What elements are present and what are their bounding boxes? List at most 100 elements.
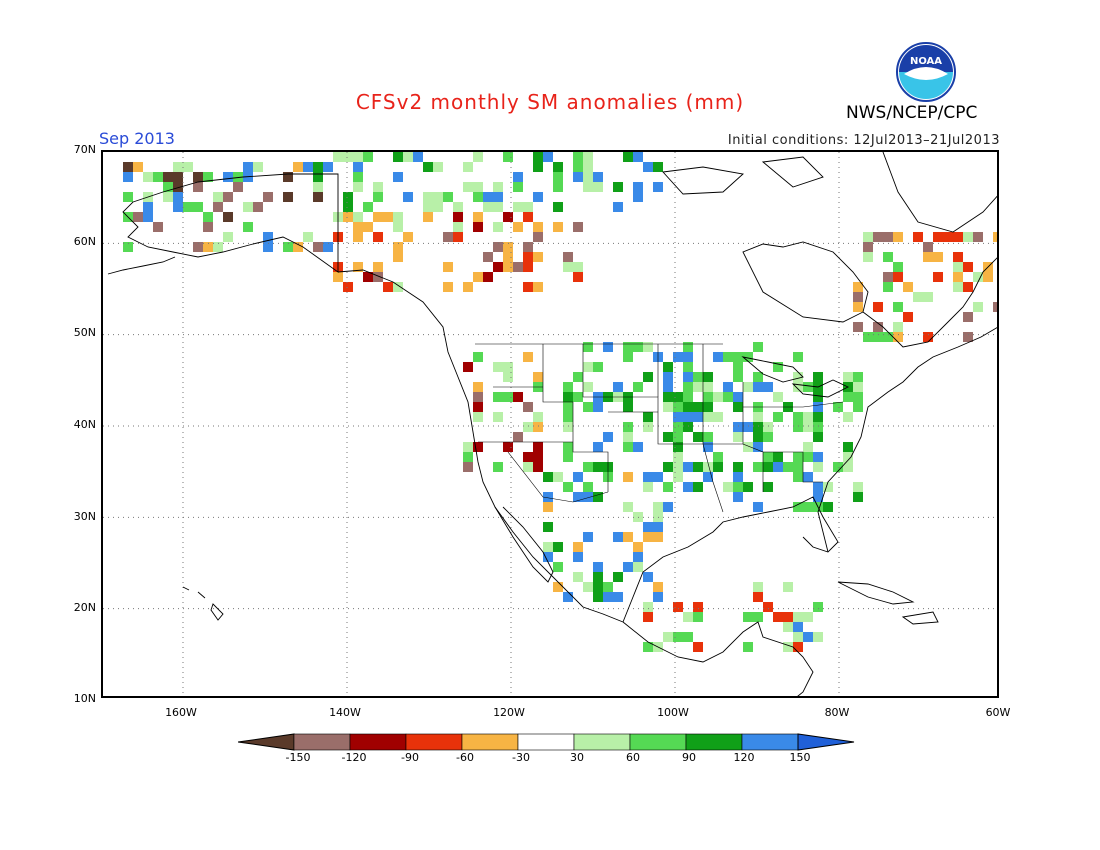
anomaly-cell [973, 272, 983, 282]
anomaly-cell [663, 432, 673, 442]
anomaly-cell [813, 482, 823, 492]
anomaly-cell [223, 212, 233, 222]
anomaly-cell [563, 402, 573, 412]
anomaly-cell [483, 192, 493, 202]
anomaly-cell [373, 182, 383, 192]
anomaly-cell [293, 162, 303, 172]
colorbar-label: -30 [512, 751, 530, 764]
anomaly-cell [343, 192, 353, 202]
anomaly-cell [523, 252, 533, 262]
anomaly-cell [533, 422, 543, 432]
anomaly-cell [813, 372, 823, 382]
anomaly-cell [793, 372, 803, 382]
anomaly-cell [763, 462, 773, 472]
anomaly-cell [173, 182, 183, 192]
anomaly-cell [533, 462, 543, 472]
anomaly-cell [623, 352, 633, 362]
colorbar-arrow-right [797, 733, 855, 751]
map-panel [101, 150, 999, 698]
svg-text:NOAA: NOAA [910, 56, 942, 67]
lon-label: 160W [165, 706, 197, 719]
anomaly-cell [363, 222, 373, 232]
anomaly-cell [703, 432, 713, 442]
anomaly-cell [263, 232, 273, 242]
anomaly-cell [933, 252, 943, 262]
anomaly-cell [733, 482, 743, 492]
anomaly-cell [393, 152, 403, 162]
colorbar-segment [629, 733, 687, 751]
anomaly-cell [813, 462, 823, 472]
lon-label: 120W [493, 706, 525, 719]
lat-label: 30N [73, 510, 96, 523]
anomaly-cell [483, 202, 493, 212]
lat-label: 60N [73, 235, 96, 248]
anomaly-cell [303, 232, 313, 242]
anomaly-cell [733, 472, 743, 482]
anomaly-cell [653, 592, 663, 602]
anomaly-cell [893, 322, 903, 332]
map-canvas [103, 152, 997, 696]
anomaly-cell [673, 412, 683, 422]
anomaly-cell [523, 462, 533, 472]
anomaly-cell [793, 622, 803, 632]
anomaly-cell [523, 352, 533, 362]
colorbar-segment [293, 733, 351, 751]
anomaly-cell [373, 212, 383, 222]
anomaly-cell [153, 172, 163, 182]
anomaly-cell [423, 162, 433, 172]
anomaly-cell [683, 352, 693, 362]
anomaly-cell [673, 462, 683, 472]
anomaly-cell [613, 592, 623, 602]
anomaly-cell [533, 192, 543, 202]
anomaly-cell [923, 242, 933, 252]
anomaly-cell [453, 232, 463, 242]
anomaly-cell [843, 372, 853, 382]
anomaly-cell [913, 232, 923, 242]
anomaly-cell [203, 212, 213, 222]
anomaly-cell [813, 632, 823, 642]
anomaly-cell [693, 612, 703, 622]
lon-label: 80W [824, 706, 850, 719]
anomaly-cell [673, 352, 683, 362]
anomaly-cell [493, 242, 503, 252]
lat-label: 50N [73, 326, 96, 339]
anomaly-cell [733, 422, 743, 432]
anomaly-cell [163, 182, 173, 192]
anomaly-cell [583, 532, 593, 542]
anomaly-cell [763, 452, 773, 462]
anomaly-cell [633, 182, 643, 192]
anomaly-cell [573, 552, 583, 562]
colorbar-arrow-left [238, 733, 295, 751]
anomaly-cell [473, 192, 483, 202]
anomaly-cell [513, 182, 523, 192]
anomaly-cell [383, 282, 393, 292]
colorbar-segment [741, 733, 799, 751]
anomaly-cell [263, 242, 273, 252]
anomaly-cell [553, 222, 563, 232]
anomaly-cell [363, 202, 373, 212]
anomaly-cell [553, 182, 563, 192]
anomaly-cell [213, 202, 223, 212]
anomaly-cell [473, 212, 483, 222]
anomaly-cell [533, 222, 543, 232]
anomaly-cell [653, 532, 663, 542]
anomaly-cell [693, 462, 703, 472]
anomaly-cell [393, 282, 403, 292]
anomaly-cell [533, 372, 543, 382]
anomaly-cell [583, 362, 593, 372]
anomaly-cell [623, 472, 633, 482]
anomaly-cell [863, 252, 873, 262]
anomaly-cell [563, 482, 573, 492]
anomaly-cell [583, 152, 593, 162]
anomaly-cell [713, 412, 723, 422]
lon-label: 100W [657, 706, 689, 719]
anomaly-cell [593, 172, 603, 182]
anomaly-cell [513, 172, 523, 182]
anomaly-cell [603, 592, 613, 602]
anomaly-cell [573, 572, 583, 582]
anomaly-cell [703, 472, 713, 482]
anomaly-cell [873, 322, 883, 332]
anomaly-cell [773, 412, 783, 422]
anomaly-cell [753, 382, 763, 392]
anomaly-cell [313, 172, 323, 182]
